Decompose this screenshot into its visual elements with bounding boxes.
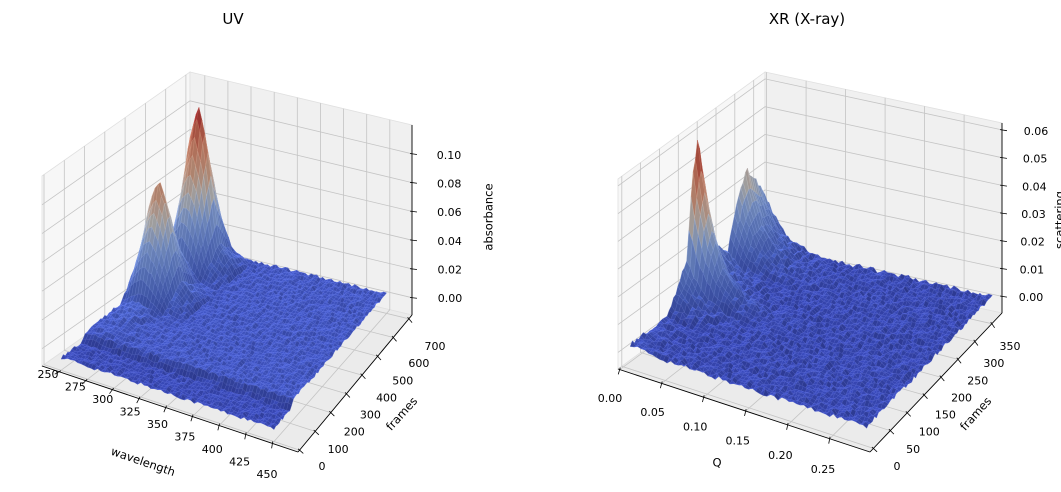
x-tick-label: 375 xyxy=(174,431,195,444)
y-tick-label: 0 xyxy=(319,460,326,473)
z-gridline xyxy=(41,100,413,206)
x-tick-label: 350 xyxy=(147,418,168,431)
x-tick-label: 250 xyxy=(38,368,59,381)
y-gridline xyxy=(43,174,300,451)
y-tick-label: 200 xyxy=(344,426,365,439)
z-tick-label: 0.08 xyxy=(437,178,462,191)
y-tick-label: 700 xyxy=(425,340,446,353)
y-tick-label: 400 xyxy=(376,391,397,404)
x-axis-line xyxy=(41,365,299,453)
y-tick-label: 500 xyxy=(392,374,413,387)
x-tick-label: 450 xyxy=(257,468,278,481)
z-tick-label: 0.10 xyxy=(437,149,462,162)
z-gridline xyxy=(41,129,413,234)
y-tick-label: 600 xyxy=(408,357,429,370)
chart-title: UV xyxy=(222,10,244,28)
x-tick-label: 325 xyxy=(120,406,141,419)
y-axis-line xyxy=(297,314,413,453)
x-gridline xyxy=(272,119,391,444)
y-tick-label: 300 xyxy=(360,409,381,422)
xray-surface-plot: 0.000.050.100.150.200.25 0501001502002503… xyxy=(598,10,1061,476)
x-tick-label: 300 xyxy=(92,393,113,406)
z-tick-label: 0.02 xyxy=(438,263,463,276)
z-tick-label: 0.06 xyxy=(437,206,462,219)
z-tick-label: 0.00 xyxy=(438,292,463,305)
z-axis-label: absorbance xyxy=(482,183,496,250)
surface xyxy=(60,106,387,430)
x-axis-label: wavelength xyxy=(109,444,177,479)
x-tick-label: 275 xyxy=(65,381,86,394)
x-tick-label: 425 xyxy=(229,456,250,469)
x-tick-label: 400 xyxy=(202,443,223,456)
y-tick-label: 100 xyxy=(328,443,349,456)
z-tick-label: 0.04 xyxy=(437,235,462,248)
